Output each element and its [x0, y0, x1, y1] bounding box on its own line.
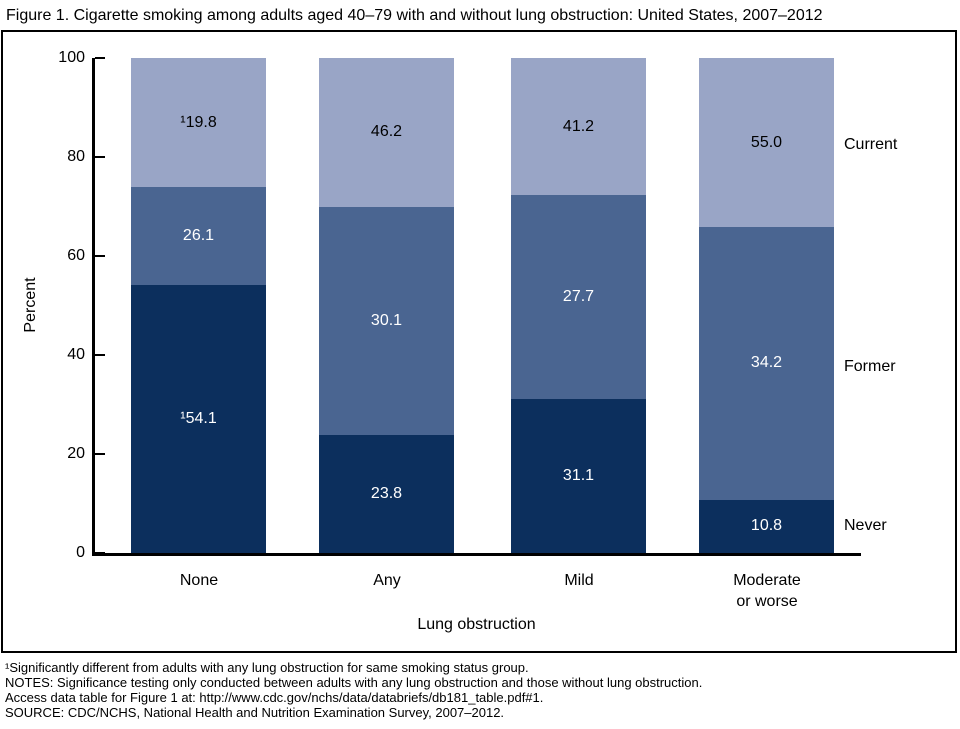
bar-moderate-or-worse: 55.0 34.2 10.8 — [699, 58, 834, 553]
segment-never: ¹54.1 — [131, 285, 266, 553]
value-label: 23.8 — [370, 485, 403, 503]
bar-none: ¹19.8 26.1 ¹54.1 — [131, 58, 266, 553]
value-label: 30.1 — [370, 312, 403, 330]
bar-mild: 41.2 27.7 31.1 — [511, 58, 646, 553]
legend-label-former: Former — [844, 358, 896, 375]
value-label: 46.2 — [370, 123, 403, 141]
value-label: 31.1 — [562, 467, 595, 485]
segment-current: 41.2 — [511, 58, 646, 196]
value-label: 34.2 — [750, 354, 783, 372]
chart-frame: 100 80 60 40 20 0 Percent ¹19.8 26.1 ¹54… — [1, 30, 957, 653]
y-axis-tick-mark — [95, 453, 105, 455]
x-axis-line — [92, 553, 861, 556]
category-label-moderate-or-worse: Moderate or worse — [733, 572, 801, 610]
x-axis-title: Lung obstruction — [417, 616, 536, 633]
y-axis-tick-label: 60 — [67, 247, 85, 264]
footnote-access-data-table: Access data table for Figure 1 at: http:… — [5, 690, 544, 705]
segment-former: 34.2 — [699, 227, 834, 500]
y-axis-tick-mark — [95, 354, 105, 356]
value-label: 27.7 — [562, 288, 595, 306]
y-axis-tick-label: 40 — [67, 346, 85, 363]
category-label-any: Any — [373, 572, 401, 589]
value-label: ¹54.1 — [180, 410, 217, 428]
segment-former: 30.1 — [319, 206, 454, 436]
segment-never: 31.1 — [511, 399, 646, 553]
value-label: 55.0 — [750, 133, 783, 151]
y-axis-tick-mark — [95, 255, 105, 257]
footnote-significance: ¹Significantly different from adults wit… — [5, 660, 529, 675]
category-label-none: None — [179, 572, 219, 589]
bar-any: 46.2 30.1 23.8 — [319, 58, 454, 553]
footnote-source: SOURCE: CDC/NCHS, National Health and Nu… — [5, 705, 505, 720]
segment-never: 10.8 — [699, 499, 834, 553]
segment-former: 27.7 — [511, 195, 646, 400]
value-label: ¹19.8 — [180, 113, 217, 131]
segment-current: ¹19.8 — [131, 58, 266, 188]
value-label: 10.8 — [750, 517, 783, 535]
legend-label-current: Current — [844, 136, 898, 153]
segment-current: 46.2 — [319, 58, 454, 207]
y-axis-tick-mark — [95, 57, 105, 59]
footnote-notes: NOTES: Significance testing only conduct… — [5, 675, 703, 690]
value-label: 41.2 — [562, 117, 595, 135]
value-label: 26.1 — [182, 227, 215, 245]
y-axis-line — [92, 58, 95, 556]
y-axis-title: Percent — [22, 277, 39, 333]
y-axis-tick-mark — [95, 156, 105, 158]
y-axis-tick-mark — [95, 552, 105, 554]
y-axis-tick-label: 0 — [76, 544, 85, 561]
category-label-mild: Mild — [564, 572, 594, 589]
y-axis-tick-label: 20 — [67, 445, 85, 462]
segment-current: 55.0 — [699, 58, 834, 228]
segment-never: 23.8 — [319, 435, 454, 553]
y-axis-tick-label: 100 — [58, 49, 85, 66]
figure-title: Figure 1. Cigarette smoking among adults… — [6, 7, 823, 24]
segment-former: 26.1 — [131, 187, 266, 286]
y-axis-tick-label: 80 — [67, 148, 85, 165]
legend-label-never: Never — [844, 517, 887, 534]
footnotes: ¹Significantly different from adults wit… — [5, 660, 702, 720]
